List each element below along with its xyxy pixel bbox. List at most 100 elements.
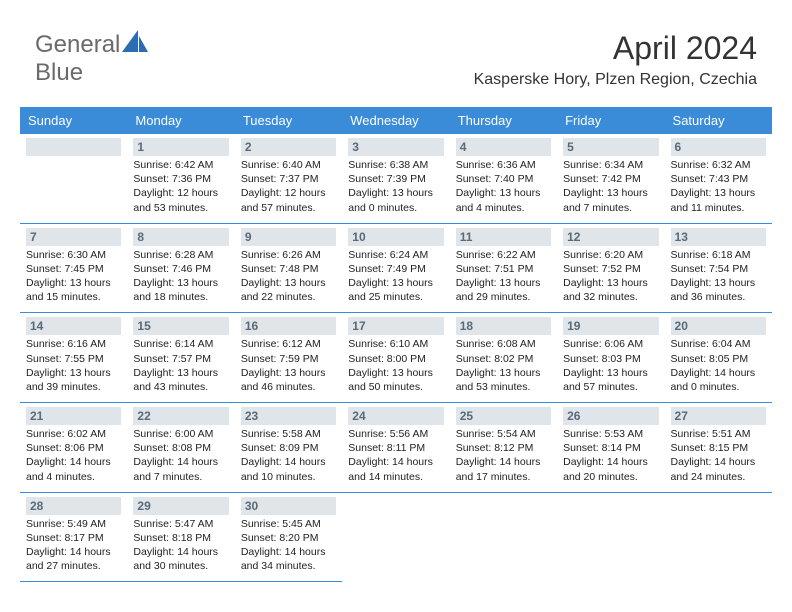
sunrise-text: Sunrise: 5:51 AM bbox=[671, 427, 766, 441]
calendar-cell: 18 Sunrise: 6:08 AMSunset: 8:02 PMDayligh… bbox=[450, 313, 557, 403]
daylight-text: Daylight: 13 hours and 36 minutes. bbox=[671, 276, 766, 304]
sunrise-text: Sunrise: 6:34 AM bbox=[563, 158, 658, 172]
sunrise-text: Sunrise: 5:45 AM bbox=[241, 517, 336, 531]
day-number: 10 bbox=[348, 228, 443, 246]
calendar-cell: 21 Sunrise: 6:02 AMSunset: 8:06 PMDayligh… bbox=[20, 403, 127, 493]
day-number: 7 bbox=[26, 228, 121, 246]
day-number: 13 bbox=[671, 228, 766, 246]
daylight-text: Daylight: 14 hours and 17 minutes. bbox=[456, 455, 551, 483]
weekday-header: Wednesday bbox=[342, 107, 449, 134]
day-number: 4 bbox=[456, 138, 551, 156]
daylight-text: Daylight: 14 hours and 20 minutes. bbox=[563, 455, 658, 483]
logo-text-blue: Blue bbox=[35, 59, 83, 86]
day-info: Sunrise: 5:54 AMSunset: 8:12 PMDaylight:… bbox=[456, 427, 551, 484]
daylight-text: Daylight: 13 hours and 32 minutes. bbox=[563, 276, 658, 304]
daylight-text: Daylight: 14 hours and 0 minutes. bbox=[671, 366, 766, 394]
day-info: Sunrise: 6:18 AMSunset: 7:54 PMDaylight:… bbox=[671, 248, 766, 305]
daylight-text: Daylight: 13 hours and 50 minutes. bbox=[348, 366, 443, 394]
header: GeneralBlue April 2024 Kasperske Hory, P… bbox=[0, 0, 792, 99]
daylight-text: Daylight: 13 hours and 25 minutes. bbox=[348, 276, 443, 304]
daylight-text: Daylight: 14 hours and 27 minutes. bbox=[26, 545, 121, 573]
day-number: 19 bbox=[563, 317, 658, 335]
day-number: 14 bbox=[26, 317, 121, 335]
calendar-table: Sunday Monday Tuesday Wednesday Thursday… bbox=[20, 107, 772, 582]
page-title: April 2024 bbox=[474, 30, 757, 67]
weekday-header: Tuesday bbox=[235, 107, 342, 134]
daylight-text: Daylight: 13 hours and 0 minutes. bbox=[348, 186, 443, 214]
day-number: 21 bbox=[26, 407, 121, 425]
day-info: Sunrise: 6:24 AMSunset: 7:49 PMDaylight:… bbox=[348, 248, 443, 305]
sunset-text: Sunset: 7:54 PM bbox=[671, 262, 766, 276]
day-info: Sunrise: 5:56 AMSunset: 8:11 PMDaylight:… bbox=[348, 427, 443, 484]
weekday-header: Friday bbox=[557, 107, 664, 134]
daylight-text: Daylight: 12 hours and 53 minutes. bbox=[133, 186, 228, 214]
day-info: Sunrise: 6:20 AMSunset: 7:52 PMDaylight:… bbox=[563, 248, 658, 305]
location: Kasperske Hory, Plzen Region, Czechia bbox=[474, 71, 757, 89]
sunrise-text: Sunrise: 5:58 AM bbox=[241, 427, 336, 441]
sunset-text: Sunset: 7:55 PM bbox=[26, 352, 121, 366]
daylight-text: Daylight: 13 hours and 57 minutes. bbox=[563, 366, 658, 394]
day-number: 18 bbox=[456, 317, 551, 335]
sunset-text: Sunset: 7:40 PM bbox=[456, 172, 551, 186]
day-number: 6 bbox=[671, 138, 766, 156]
sunrise-text: Sunrise: 6:36 AM bbox=[456, 158, 551, 172]
day-info: Sunrise: 6:32 AMSunset: 7:43 PMDaylight:… bbox=[671, 158, 766, 215]
day-info: Sunrise: 6:22 AMSunset: 7:51 PMDaylight:… bbox=[456, 248, 551, 305]
daylight-text: Daylight: 13 hours and 7 minutes. bbox=[563, 186, 658, 214]
daylight-text: Daylight: 14 hours and 4 minutes. bbox=[26, 455, 121, 483]
day-info: Sunrise: 6:08 AMSunset: 8:02 PMDaylight:… bbox=[456, 337, 551, 394]
daylight-text: Daylight: 13 hours and 22 minutes. bbox=[241, 276, 336, 304]
day-number: 26 bbox=[563, 407, 658, 425]
calendar-cell: 11 Sunrise: 6:22 AMSunset: 7:51 PMDayligh… bbox=[450, 223, 557, 313]
daylight-text: Daylight: 14 hours and 10 minutes. bbox=[241, 455, 336, 483]
day-info: Sunrise: 6:40 AMSunset: 7:37 PMDaylight:… bbox=[241, 158, 336, 215]
calendar-cell: 8Sunrise: 6:28 AMSunset: 7:46 PMDaylight… bbox=[127, 223, 234, 313]
sunrise-text: Sunrise: 6:22 AM bbox=[456, 248, 551, 262]
sunset-text: Sunset: 8:03 PM bbox=[563, 352, 658, 366]
day-number: 23 bbox=[241, 407, 336, 425]
day-info: Sunrise: 5:47 AMSunset: 8:18 PMDaylight:… bbox=[133, 517, 228, 574]
daylight-text: Daylight: 14 hours and 14 minutes. bbox=[348, 455, 443, 483]
daylight-text: Daylight: 13 hours and 53 minutes. bbox=[456, 366, 551, 394]
calendar-cell: 9Sunrise: 6:26 AMSunset: 7:48 PMDaylight… bbox=[235, 223, 342, 313]
sunrise-text: Sunrise: 6:38 AM bbox=[348, 158, 443, 172]
calendar-cell bbox=[20, 134, 127, 223]
day-info: Sunrise: 5:58 AMSunset: 8:09 PMDaylight:… bbox=[241, 427, 336, 484]
calendar-row: 1Sunrise: 6:42 AMSunset: 7:36 PMDaylight… bbox=[20, 134, 772, 223]
sunrise-text: Sunrise: 6:16 AM bbox=[26, 337, 121, 351]
sunrise-text: Sunrise: 6:26 AM bbox=[241, 248, 336, 262]
calendar-cell: 23 Sunrise: 5:58 AMSunset: 8:09 PMDayligh… bbox=[235, 403, 342, 493]
day-number: 16 bbox=[241, 317, 336, 335]
sunrise-text: Sunrise: 6:06 AM bbox=[563, 337, 658, 351]
day-info: Sunrise: 6:00 AMSunset: 8:08 PMDaylight:… bbox=[133, 427, 228, 484]
calendar-row: 21 Sunrise: 6:02 AMSunset: 8:06 PMDayligh… bbox=[20, 403, 772, 493]
sunrise-text: Sunrise: 5:54 AM bbox=[456, 427, 551, 441]
day-info: Sunrise: 6:02 AMSunset: 8:06 PMDaylight:… bbox=[26, 427, 121, 484]
sunset-text: Sunset: 8:09 PM bbox=[241, 441, 336, 455]
sunset-text: Sunset: 7:37 PM bbox=[241, 172, 336, 186]
weekday-header: Thursday bbox=[450, 107, 557, 134]
calendar-row: 28Sunrise: 5:49 AMSunset: 8:17 PMDayligh… bbox=[20, 492, 772, 582]
sunset-text: Sunset: 7:52 PM bbox=[563, 262, 658, 276]
day-number: 22 bbox=[133, 407, 228, 425]
day-number: 2 bbox=[241, 138, 336, 156]
sunset-text: Sunset: 7:43 PM bbox=[671, 172, 766, 186]
day-number: 11 bbox=[456, 228, 551, 246]
day-info: Sunrise: 6:12 AMSunset: 7:59 PMDaylight:… bbox=[241, 337, 336, 394]
day-info: Sunrise: 6:42 AMSunset: 7:36 PMDaylight:… bbox=[133, 158, 228, 215]
sunrise-text: Sunrise: 6:12 AM bbox=[241, 337, 336, 351]
logo-text-general: General bbox=[35, 31, 120, 58]
day-info: Sunrise: 6:34 AMSunset: 7:42 PMDaylight:… bbox=[563, 158, 658, 215]
calendar-cell: 10 Sunrise: 6:24 AMSunset: 7:49 PMDayligh… bbox=[342, 223, 449, 313]
sunset-text: Sunset: 7:59 PM bbox=[241, 352, 336, 366]
sunrise-text: Sunrise: 6:10 AM bbox=[348, 337, 443, 351]
sunrise-text: Sunrise: 6:40 AM bbox=[241, 158, 336, 172]
sunset-text: Sunset: 7:51 PM bbox=[456, 262, 551, 276]
sunset-text: Sunset: 8:15 PM bbox=[671, 441, 766, 455]
calendar-cell bbox=[342, 492, 449, 582]
sunrise-text: Sunrise: 6:28 AM bbox=[133, 248, 228, 262]
sunset-text: Sunset: 8:06 PM bbox=[26, 441, 121, 455]
calendar-cell: 13 Sunrise: 6:18 AMSunset: 7:54 PMDayligh… bbox=[665, 223, 772, 313]
calendar-row: 7Sunrise: 6:30 AMSunset: 7:45 PMDaylight… bbox=[20, 223, 772, 313]
logo: GeneralBlue bbox=[35, 30, 148, 87]
